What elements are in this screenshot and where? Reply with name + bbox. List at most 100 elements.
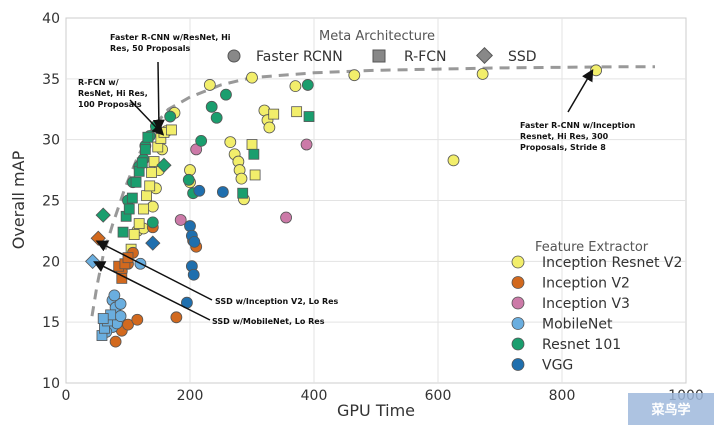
point-vgg-faster-rcnn	[187, 268, 200, 281]
feature-legend-marker	[511, 337, 525, 351]
legend-marker-circle	[227, 49, 241, 63]
point-inception-resnet-v2-rfcn	[141, 190, 153, 202]
meta-legend-label: SSD	[508, 49, 537, 65]
point-resnet-101-faster-rcnn	[301, 79, 314, 91]
point-resnet-101-rfcn	[248, 148, 260, 160]
feature-legend-marker	[511, 358, 525, 371]
annotation-text: R-FCN w/ResNet, Hi Res, 100 Proposals	[78, 78, 148, 109]
annotation-text: Faster R-CNN w/ResNet, Hi Res, 50 Proposa…	[110, 33, 231, 53]
point-resnet-101-rfcn	[136, 157, 148, 169]
feature-legend-label: MobileNet	[542, 317, 613, 333]
meta-legend-label: R-FCN	[404, 49, 447, 65]
point-resnet-101-rfcn	[139, 143, 151, 155]
point-resnet-101-rfcn	[303, 111, 315, 122]
point-resnet-101-faster-rcnn	[205, 100, 218, 113]
point-mobilenet-rfcn	[97, 313, 109, 324]
y-tick-label: 10	[42, 376, 60, 392]
x-tick-label: 200	[177, 388, 204, 404]
point-inception-resnet-v2-rfcn	[246, 139, 258, 150]
point-inception-resnet-v2-faster-rcnn	[184, 164, 196, 176]
point-inception-resnet-v2-rfcn	[144, 180, 156, 192]
point-inception-resnet-v2-faster-rcnn	[258, 104, 271, 117]
point-inception-v2-faster-rcnn	[170, 311, 183, 324]
y-tick-label: 40	[42, 11, 60, 27]
point-inception-resnet-v2-rfcn	[249, 169, 261, 181]
point-resnet-101-ssd	[156, 157, 172, 173]
feature-legend-label: Inception V2	[542, 276, 630, 292]
meta-legend-label: Faster RCNN	[256, 49, 343, 65]
y-tick-label: 25	[42, 194, 60, 210]
feature-legend-marker	[511, 317, 525, 330]
point-inception-resnet-v2-faster-rcnn	[146, 200, 159, 213]
annotations: Faster R-CNN w/ResNet, Hi Res, 50 Proposa…	[78, 33, 636, 326]
point-inception-resnet-v2-rfcn	[133, 218, 145, 230]
point-inception-resnet-v2-faster-rcnn	[476, 68, 489, 80]
meta-legend: Meta Architecture Faster RCNN R-FCN SSD	[227, 29, 537, 65]
feature-legend-marker	[511, 296, 525, 310]
x-axis-title: GPU Time	[337, 401, 415, 420]
feature-legend: Feature Extractor Inception Resnet V2 Inc…	[511, 240, 682, 374]
point-vgg-faster-rcnn	[188, 235, 201, 248]
point-inception-v3-faster-rcnn	[174, 214, 187, 226]
point-inception-resnet-v2-faster-rcnn	[263, 121, 276, 134]
watermark-text: 菜鸟学	[650, 402, 690, 418]
point-resnet-101-ssd	[95, 207, 111, 223]
point-inception-resnet-v2-rfcn	[268, 108, 280, 120]
point-vgg-faster-rcnn	[193, 184, 206, 197]
point-mobilenet-faster-rcnn	[114, 310, 127, 322]
y-axis-title: Overall mAP	[9, 150, 28, 249]
point-inception-resnet-v2-faster-rcnn	[590, 64, 602, 77]
legend-marker-diamond	[476, 47, 493, 64]
x-tick-label: 600	[425, 388, 452, 404]
annotation-text: SSD w/MobileNet, Lo Res	[212, 317, 325, 326]
point-inception-resnet-v2-faster-rcnn	[289, 80, 302, 93]
point-resnet-101-rfcn	[123, 203, 135, 215]
feature-legend-label: Resnet 101	[542, 337, 621, 353]
point-resnet-101-faster-rcnn	[220, 88, 232, 101]
point-inception-resnet-v2-rfcn	[291, 106, 303, 118]
feature-legend-marker	[511, 276, 525, 289]
feature-legend-title: Feature Extractor	[535, 240, 649, 255]
point-resnet-101-faster-rcnn	[164, 110, 177, 123]
y-tick-label: 35	[42, 72, 60, 88]
watermark: 菜鸟学	[628, 393, 714, 425]
point-vgg-faster-rcnn	[216, 186, 229, 198]
point-resnet-101-rfcn	[130, 176, 142, 188]
point-inception-v3-faster-rcnn	[300, 138, 313, 151]
feature-legend-label: VGG	[542, 358, 573, 374]
point-mobilenet-faster-rcnn	[114, 298, 127, 310]
annotation-arrow	[129, 99, 165, 136]
point-inception-resnet-v2-rfcn	[165, 124, 177, 136]
point-inception-v3-faster-rcnn	[280, 211, 293, 224]
point-inception-resnet-v2-faster-rcnn	[348, 69, 361, 82]
data-points	[85, 64, 602, 348]
point-inception-resnet-v2-faster-rcnn	[203, 79, 216, 91]
point-resnet-101-faster-rcnn	[146, 216, 159, 229]
annotation-arrow	[152, 61, 165, 132]
point-inception-resnet-v2-rfcn	[146, 167, 157, 178]
point-inception-resnet-v2-faster-rcnn	[447, 154, 460, 167]
y-tick-label: 15	[42, 315, 60, 331]
annotation-arrow	[567, 68, 594, 113]
point-mobilenet-faster-rcnn	[108, 289, 121, 302]
legend-marker-square	[372, 49, 386, 63]
feature-legend-marker	[511, 255, 525, 269]
pareto-frontier-line	[90, 65, 655, 317]
point-resnet-101-rfcn	[142, 131, 154, 143]
point-resnet-101-rfcn	[237, 187, 249, 199]
x-tick-label: 800	[549, 388, 576, 404]
point-resnet-101-faster-rcnn	[210, 111, 223, 124]
point-vgg-ssd	[145, 235, 161, 251]
y-tick-label: 30	[42, 133, 60, 149]
meta-legend-title: Meta Architecture	[319, 29, 435, 44]
point-inception-resnet-v2-rfcn	[148, 156, 160, 167]
feature-legend-label: Inception V3	[542, 296, 630, 312]
point-vgg-faster-rcnn	[184, 220, 196, 232]
feature-legend-label: Inception Resnet V2	[542, 255, 682, 271]
point-inception-resnet-v2-faster-rcnn	[235, 172, 248, 185]
point-resnet-101-faster-rcnn	[195, 134, 208, 147]
y-tick-label: 20	[42, 254, 60, 270]
x-tick-label: 0	[62, 388, 71, 404]
